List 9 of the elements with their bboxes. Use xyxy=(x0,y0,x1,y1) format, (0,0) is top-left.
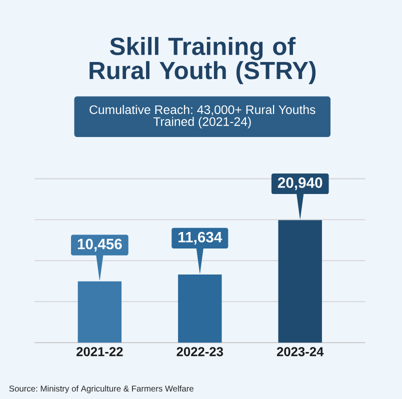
x-tick-label: 2022-23 xyxy=(176,347,224,356)
data-label: 11,634 xyxy=(178,232,222,244)
chart-subtitle: Cumulative Reach: 43,000+ Rural Youths Trained (2021-24) xyxy=(90,104,316,128)
chart-title: Skill Training of Rural Youth (STRY) xyxy=(90,36,316,84)
data-label: 10,456 xyxy=(78,238,122,252)
source-note: Source: Ministry of Agriculture & Farmers Welfare xyxy=(9,385,194,394)
data-label: 20,940 xyxy=(278,177,322,190)
x-tick-label: 2023-24 xyxy=(276,347,324,356)
x-tick-label: 2021-22 xyxy=(76,347,123,356)
